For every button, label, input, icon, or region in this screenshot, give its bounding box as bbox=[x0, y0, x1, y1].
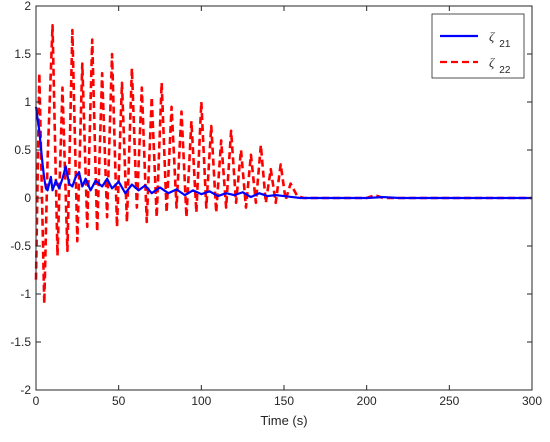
legend-label-zeta22: ζ 22 bbox=[489, 55, 511, 76]
y-tick-label-0: -2 bbox=[20, 383, 31, 397]
y-tick-label-8: 2 bbox=[24, 0, 31, 13]
y-tick-label-3: -0.5 bbox=[10, 239, 31, 253]
x-tick-label-5: 250 bbox=[439, 394, 459, 408]
y-tick-label-7: 1.5 bbox=[14, 47, 31, 61]
tick-layer: 0 50 100 150 200 250 300 -2 -1.5 -1 -0.5 0 0.5 1 1.5 2 bbox=[10, 0, 542, 408]
legend: ζ 21 ζ 22 bbox=[431, 13, 525, 79]
y-tick-label-1: -1.5 bbox=[10, 335, 31, 349]
series-line-zeta22 bbox=[34, 23, 532, 305]
y-tick-label-2: -1 bbox=[20, 287, 31, 301]
x-tick-label-4: 200 bbox=[357, 394, 377, 408]
x-tick-label-1: 50 bbox=[112, 394, 126, 408]
legend-symbol-zeta22: ζ bbox=[489, 55, 495, 70]
series-line-zeta21 bbox=[34, 106, 532, 200]
legend-subscript-zeta21: 21 bbox=[499, 39, 511, 50]
x-axis-label: Time (s) bbox=[260, 413, 307, 428]
y-tick-label-6: 1 bbox=[24, 95, 31, 109]
x-tick-label-0: 0 bbox=[33, 394, 40, 408]
legend-box bbox=[431, 13, 525, 79]
y-tick-label-5: 0.5 bbox=[14, 143, 31, 157]
legend-symbol-zeta21: ζ bbox=[489, 29, 495, 44]
x-tick-label-6: 300 bbox=[522, 394, 542, 408]
x-tick-label-3: 150 bbox=[274, 394, 294, 408]
legend-subscript-zeta22: 22 bbox=[499, 65, 511, 76]
y-tick-label-4: 0 bbox=[24, 191, 31, 205]
x-tick-label-2: 100 bbox=[191, 394, 211, 408]
series-layer bbox=[34, 23, 532, 305]
legend-label-zeta21: ζ 21 bbox=[489, 29, 511, 50]
